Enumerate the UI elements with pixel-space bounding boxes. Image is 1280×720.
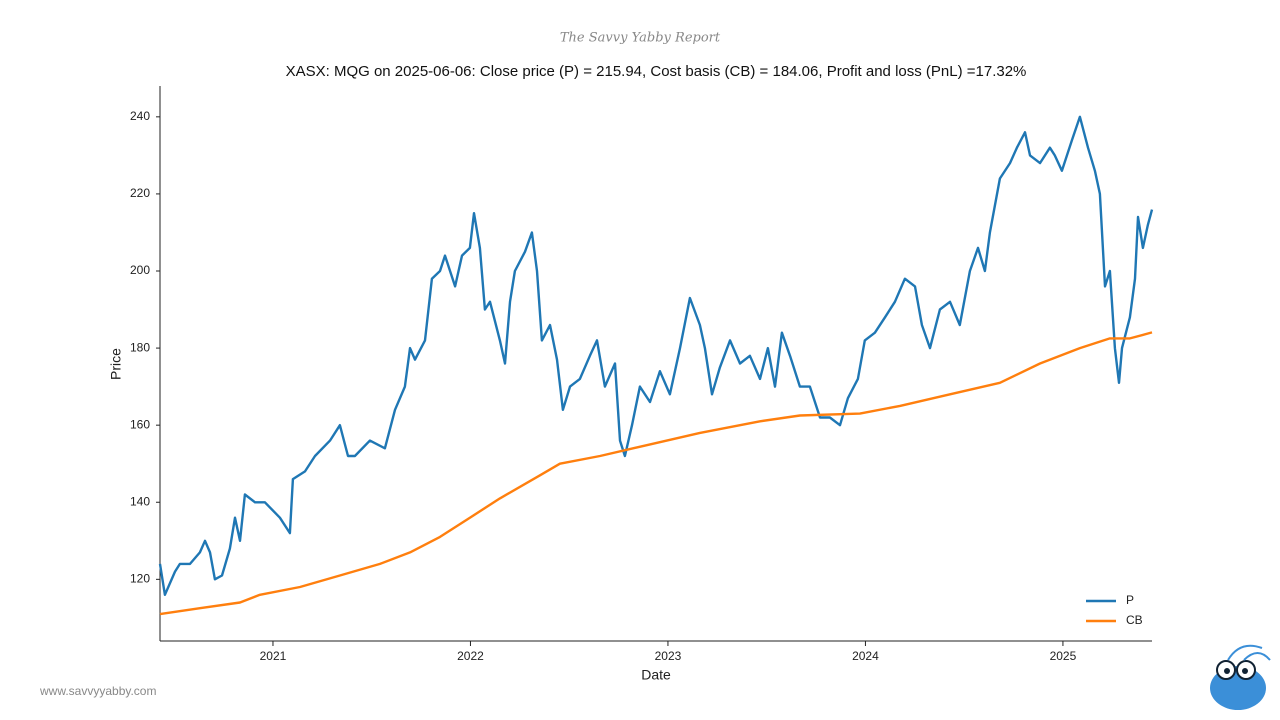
y-tick-label: 120 [130, 572, 150, 586]
y-tick-label: 140 [130, 494, 150, 508]
x-tick-label: 2021 [260, 649, 287, 663]
y-tick-label: 160 [130, 417, 150, 431]
footer: www.savvyyabby.com [39, 684, 156, 698]
y-axis-label: Price [108, 348, 124, 380]
brand: The Savvy Yabby Report [560, 31, 721, 46]
legend-label: CB [1126, 613, 1143, 627]
logo [1210, 644, 1271, 710]
y-tick-label: 240 [130, 109, 150, 123]
x-tick-label: 2025 [1050, 649, 1077, 663]
x-tick-label: 2024 [852, 649, 879, 663]
chart-title: XASX: MQG on 2025-06-06: Close price (P)… [286, 63, 1027, 80]
line [159, 331, 1153, 616]
x-axis-label: Date [641, 667, 671, 683]
y-tick-label: 220 [130, 186, 150, 200]
x-tick-label: 2022 [457, 649, 484, 663]
x-tick-label: 2023 [655, 649, 682, 663]
line [158, 115, 1154, 596]
y-tick-label: 200 [130, 263, 150, 277]
legend-label: P [1126, 593, 1134, 607]
y-tick-label: 180 [130, 340, 150, 354]
